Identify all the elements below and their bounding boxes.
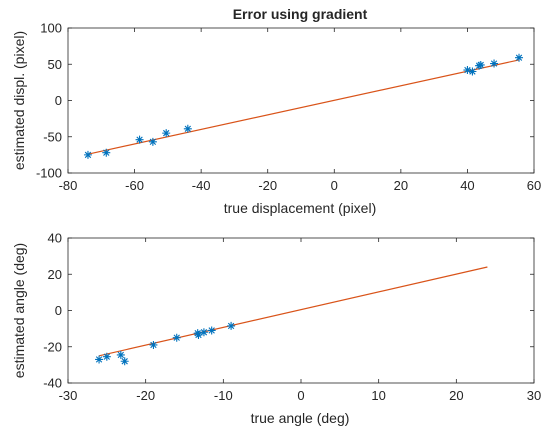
- chart-top-y-tick-label: 50: [48, 57, 62, 72]
- chart-bottom-y-tick-label: 0: [55, 303, 62, 318]
- chart-top-x-tick-label: -60: [125, 178, 144, 193]
- chart-bottom-x-tick-label: -10: [214, 388, 233, 403]
- chart-bottom-y-tick-label: 20: [48, 267, 62, 282]
- chart-top-data-point: [148, 137, 157, 146]
- chart-bottom-data-point: [207, 326, 216, 335]
- chart-bottom-x-tick-label: 10: [371, 388, 385, 403]
- chart-top-y-axis-label: estimated displ. (pixel): [11, 31, 27, 170]
- chart-top-data-point: [83, 150, 92, 159]
- chart-bottom-x-tick-label: 0: [297, 388, 304, 403]
- chart-top-data-point: [490, 59, 499, 68]
- chart-bottom-y-tick-label: -20: [43, 339, 62, 354]
- chart-bottom-fit-line: [98, 266, 488, 357]
- chart-bottom-data-point: [95, 355, 104, 364]
- chart-bottom-y-tick-label: -40: [43, 376, 62, 391]
- chart-top-data-point: [463, 66, 472, 75]
- chart-top-x-tick-label: -80: [59, 178, 78, 193]
- chart-top-y-tick-label: 0: [55, 93, 62, 108]
- chart-top-y-tick-label: -100: [36, 166, 62, 181]
- chart-top-x-tick-label: -20: [258, 178, 277, 193]
- chart-top-y-tick-label: -50: [43, 129, 62, 144]
- chart-bottom-x-tick-label: 20: [449, 388, 463, 403]
- chart-top-x-tick-label: -40: [192, 178, 211, 193]
- chart-bottom-data-point: [193, 329, 202, 338]
- chart-bottom-data-point: [149, 340, 158, 349]
- chart-top-data-point: [162, 129, 171, 138]
- chart-bottom-data-point: [227, 321, 236, 330]
- chart-top: Error using gradient true displacement (…: [11, 6, 541, 216]
- chart-top-marks: [83, 53, 524, 159]
- chart-top-x-tick-label: 60: [527, 178, 541, 193]
- chart-top-plot-area: [67, 27, 535, 174]
- chart-top-title: Error using gradient: [233, 6, 368, 22]
- chart-bottom-data-point: [116, 350, 125, 359]
- chart-top-data-point: [183, 124, 192, 133]
- chart-top-x-tick-label: 0: [331, 178, 338, 193]
- chart-bottom-marks: [95, 266, 488, 366]
- chart-top-data-point: [476, 60, 485, 69]
- chart-bottom: true angle (deg) estimated angle (deg) -…: [11, 231, 541, 427]
- chart-bottom-data-point: [172, 333, 181, 342]
- chart-bottom-x-tick-label: 30: [527, 388, 541, 403]
- chart-bottom-y-tick-label: 40: [48, 231, 62, 246]
- chart-top-fit-line: [87, 59, 520, 155]
- chart-top-data-point: [468, 67, 477, 76]
- chart-top-data-point: [515, 53, 524, 62]
- chart-top-data-point: [102, 148, 111, 157]
- chart-top-data-point: [475, 61, 484, 70]
- chart-bottom-y-axis-label: estimated angle (deg): [11, 243, 27, 378]
- chart-bottom-data-point: [102, 352, 111, 361]
- chart-bottom-data-point: [199, 328, 208, 337]
- chart-bottom-x-tick-label: -30: [59, 388, 78, 403]
- chart-top-data-point: [135, 135, 144, 144]
- chart-top-x-tick-label: 40: [460, 178, 474, 193]
- chart-bottom-x-axis-label: true angle (deg): [251, 410, 350, 426]
- chart-bottom-x-tick-label: -20: [136, 388, 155, 403]
- chart-top-x-tick-label: 20: [394, 178, 408, 193]
- chart-bottom-data-point: [120, 357, 129, 366]
- chart-bottom-data-point: [194, 330, 203, 339]
- chart-top-y-tick-label: 100: [40, 21, 62, 36]
- chart-top-x-axis-label: true displacement (pixel): [224, 200, 377, 216]
- chart-bottom-plot-area: [67, 237, 535, 384]
